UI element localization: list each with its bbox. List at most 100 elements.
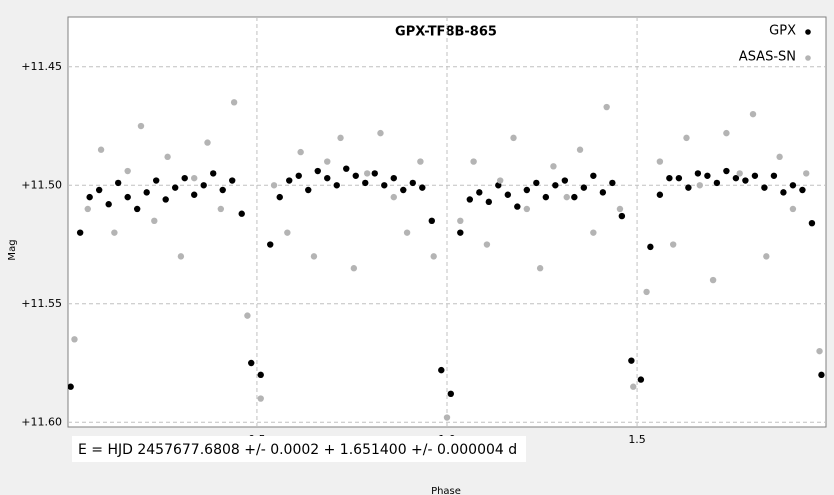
point [803,170,810,177]
point [466,196,474,203]
point [257,395,264,402]
point [647,243,654,251]
point [630,383,637,390]
point [542,193,550,201]
point [789,182,797,189]
point [295,172,302,179]
legend-marker [805,29,811,35]
point [162,196,169,203]
point [696,182,703,189]
point [177,253,185,260]
point [286,177,293,184]
point [818,371,825,379]
point [742,177,749,184]
point [438,366,445,374]
point [137,122,145,130]
point [362,179,369,187]
point [497,177,504,184]
point [238,210,245,217]
point [514,203,521,210]
point [217,205,225,213]
points [68,99,825,421]
y-tick-label: +11.55 [21,297,62,310]
x-tick-label: 1.5 [628,433,646,446]
point [780,189,787,196]
point [390,174,397,182]
point [770,172,778,179]
point [419,184,426,191]
point [76,229,84,236]
point [400,186,407,194]
point [409,179,416,187]
point [447,390,455,398]
point [552,182,559,189]
point [603,103,610,111]
point [133,205,141,213]
point [390,193,397,201]
point [666,174,673,182]
point [204,139,211,146]
point [550,163,557,170]
point [485,198,493,206]
point [143,189,150,196]
point [723,129,730,137]
point [84,205,91,213]
point [736,170,743,177]
point [609,179,616,187]
point [799,186,806,194]
point [151,217,158,225]
point [476,189,483,196]
point [219,186,226,194]
annotation: E = HJD 2457677.6808 +/- 0.0002 + 1.6514… [78,442,517,458]
point [616,205,624,213]
point [599,189,607,196]
point [95,186,103,194]
point [523,186,531,194]
point [808,219,816,227]
point [164,153,171,161]
point [152,177,160,184]
point [114,179,122,187]
point [563,193,570,201]
point [590,172,597,179]
point [284,229,291,236]
x-axis-label: Phase [431,486,461,495]
point [191,191,198,198]
point [457,217,464,225]
point [230,99,238,106]
point [656,191,664,198]
point [816,347,823,355]
point [244,312,251,319]
point [324,174,331,182]
point [350,265,358,272]
point [504,191,512,198]
point [171,184,179,191]
point [111,229,118,236]
point [97,146,105,153]
point [371,170,378,177]
point [523,205,531,213]
point [417,158,424,165]
point [68,383,74,390]
point [105,201,112,208]
point [248,359,255,367]
point [675,174,683,182]
point [377,129,384,137]
point [324,158,331,165]
point [352,172,359,179]
point [683,134,690,142]
point [763,253,770,260]
point [709,276,717,284]
point [656,158,664,165]
point [430,253,437,260]
chart-title: GPX-TF8B-865 [395,25,497,40]
point [124,193,131,201]
point [561,177,569,184]
point [191,174,198,182]
point [443,414,451,421]
legend-label: ASAS-SN [739,50,796,65]
point [337,134,344,142]
point [457,229,464,236]
